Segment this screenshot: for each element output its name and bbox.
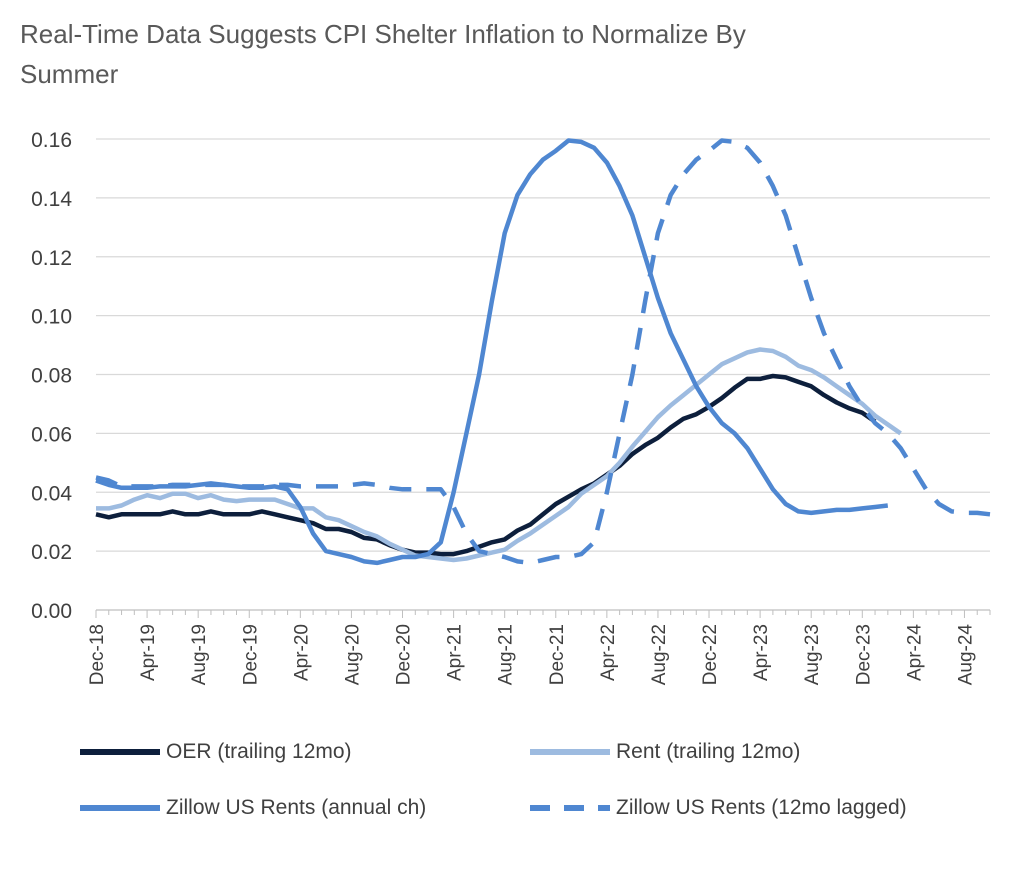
x-tick-label: Aug-20 xyxy=(342,624,363,685)
x-tick-label: Apr-19 xyxy=(138,624,159,681)
y-tick-label: 0.12 xyxy=(31,247,72,270)
y-tick-label: 0.04 xyxy=(31,482,72,505)
x-tick-label: Apr-20 xyxy=(291,624,312,681)
x-tick-label: Dec-21 xyxy=(547,624,568,685)
x-tick-label: Apr-23 xyxy=(751,624,772,681)
x-tick-label: Dec-18 xyxy=(87,624,108,685)
x-tick-label: Aug-22 xyxy=(649,624,670,685)
series-line-1 xyxy=(95,373,877,557)
y-tick-label: 0.08 xyxy=(31,365,72,388)
axes xyxy=(95,609,991,618)
x-tick-label: Aug-19 xyxy=(189,624,210,685)
x-tick-label: Dec-20 xyxy=(394,624,415,685)
x-tick-label: Dec-23 xyxy=(853,624,874,685)
y-tick-label: 0.00 xyxy=(31,600,72,623)
x-tick-label: Apr-22 xyxy=(598,624,619,681)
y-tick-label: 0.10 xyxy=(31,306,72,329)
gridlines xyxy=(96,138,990,552)
x-tick-label: Dec-19 xyxy=(240,624,261,685)
y-tick-label: 0.14 xyxy=(31,188,72,211)
x-tick-label: Apr-24 xyxy=(904,624,925,681)
y-tick-label: 0.16 xyxy=(31,129,72,152)
x-tick-label: Aug-23 xyxy=(802,624,823,685)
x-tick-label: Dec-22 xyxy=(700,624,721,685)
y-axis-tick-labels: 0.00 0.02 0.04 0.06 0.08 0.10 0.12 0.14 0.16 xyxy=(31,129,72,623)
chart-title: Real-Time Data Suggests CPI Shelter Infl… xyxy=(20,19,746,89)
series-line-2 xyxy=(96,347,902,563)
series-line-3 xyxy=(95,138,889,566)
y-tick-label: 0.02 xyxy=(31,541,72,564)
y-tick-label: 0.06 xyxy=(31,423,72,446)
series-lines xyxy=(95,138,991,566)
x-tick-label: Apr-21 xyxy=(445,624,466,681)
x-axis-tick-labels: Dec-18 Apr-19 Aug-19 Dec-19 Apr-20 Aug-20 Dec-… xyxy=(87,624,976,686)
x-tick-label: Aug-24 xyxy=(955,624,976,686)
series-line-4 xyxy=(95,138,991,566)
x-tick-label: Aug-21 xyxy=(496,624,517,685)
